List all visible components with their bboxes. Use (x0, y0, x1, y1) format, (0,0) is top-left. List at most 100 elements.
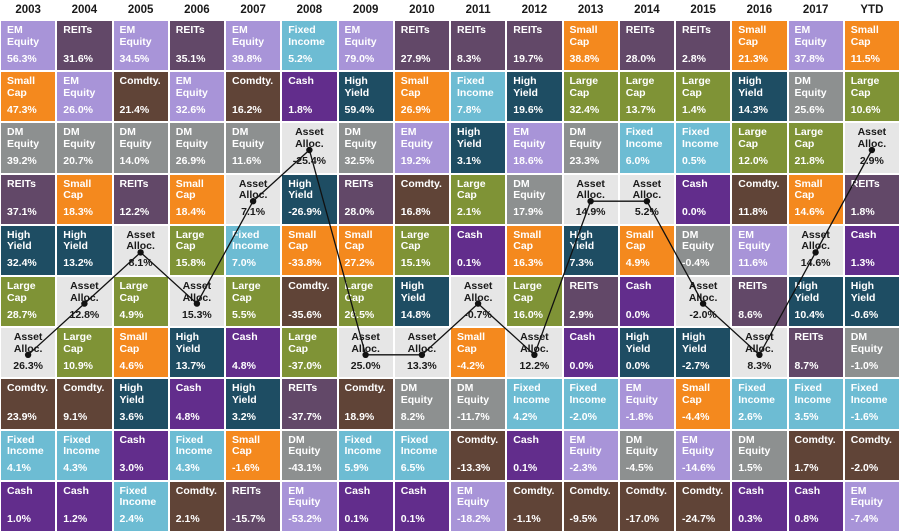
asset-cell: Large Cap 1.4% (676, 72, 731, 122)
asset-return: 1.4% (682, 103, 706, 116)
asset-return: 2.1% (175, 513, 200, 526)
asset-return: 4.2% (513, 411, 538, 424)
asset-name: Fixed Income (738, 382, 776, 406)
asset-return: 28.7% (7, 308, 37, 321)
asset-return: 12.0% (738, 155, 769, 168)
asset-return: -4.5% (625, 462, 654, 475)
asset-name: REITs (850, 177, 880, 190)
asset-cell: EM Equity 18.6% (507, 123, 562, 173)
asset-name: Asset Alloc. (351, 331, 380, 355)
asset-return: 32.6% (175, 103, 206, 116)
asset-return: 32.5% (344, 155, 375, 168)
asset-return: 7.1% (241, 206, 266, 219)
asset-cell: Small Cap 11.5% (844, 21, 899, 71)
asset-return: 16.8% (400, 206, 431, 219)
asset-cell: DM Equity -11.7% (451, 379, 506, 429)
asset-return: 23.9% (7, 411, 37, 424)
asset-cell: REITs 28.0% (338, 174, 393, 224)
asset-cell: Asset Alloc. 26.3% (1, 328, 56, 378)
asset-return: 14.3% (738, 103, 769, 116)
asset-cell: DM Equity -1.0% (844, 328, 899, 378)
asset-name: High Yield (175, 331, 201, 355)
asset-name: High Yield (850, 280, 876, 304)
asset-return: -2.0% (689, 308, 717, 321)
asset-name: EM Equity (850, 484, 883, 509)
asset-return: -9.5% (569, 513, 597, 526)
asset-return: 59.4% (344, 103, 375, 116)
asset-cell: Comdty. 16.2% (226, 72, 281, 122)
asset-cell: REITs 1.8% (844, 174, 899, 224)
asset-name: REITs (344, 177, 374, 190)
asset-name: Comdty. (119, 75, 161, 88)
asset-return: 12.8% (69, 308, 100, 321)
asset-return: 18.4% (175, 206, 206, 219)
asset-return: 0.1% (344, 513, 369, 526)
asset-name: Asset Alloc. (407, 331, 437, 355)
asset-name: Asset Alloc. (295, 126, 324, 150)
year-header: 2004 (71, 4, 98, 16)
asset-cell: REITs -37.7% (282, 379, 337, 429)
asset-cell: EM Equity 26.0% (57, 72, 112, 122)
asset-name: Small Cap (569, 24, 598, 48)
asset-name: Asset Alloc. (745, 331, 774, 355)
asset-name: REITs (625, 24, 655, 36)
asset-name: EM Equity (7, 24, 40, 48)
asset-return: 8.3% (457, 52, 481, 65)
asset-return: 3.6% (119, 411, 144, 424)
asset-return: -1.6% (850, 411, 879, 424)
asset-return: 2.6% (738, 411, 763, 424)
asset-name: REITs (63, 24, 93, 36)
asset-cell: DM Equity 25.6% (788, 72, 843, 122)
asset-cell: Comdty. 18.9% (338, 379, 393, 429)
asset-cell: Small Cap 26.9% (394, 72, 449, 122)
asset-name: Asset Alloc. (182, 280, 212, 304)
asset-return: -4.4% (682, 411, 710, 424)
asset-return: 19.2% (400, 155, 431, 168)
asset-cell: REITs 31.6% (57, 21, 112, 71)
asset-return: 13.7% (175, 359, 206, 372)
asset-cell: DM Equity 17.9% (507, 174, 562, 224)
asset-name: Small Cap (63, 177, 92, 202)
asset-name: EM Equity (457, 484, 490, 509)
asset-name: Comdty. (288, 280, 330, 292)
asset-cell: REITs 35.1% (169, 21, 224, 71)
asset-name: High Yield (513, 75, 538, 99)
asset-return: 2.9% (569, 308, 594, 321)
asset-cell: Fixed Income 6.0% (619, 123, 674, 173)
asset-name: High Yield (794, 280, 820, 304)
asset-return: 8.3% (747, 359, 772, 372)
asset-name: Fixed Income (232, 228, 269, 253)
asset-name: EM Equity (625, 382, 658, 406)
asset-cell: REITs 8.3% (451, 21, 506, 71)
asset-return: 1.8% (288, 103, 313, 116)
asset-cell: Comdty. 21.4% (113, 72, 168, 122)
asset-return: 5.9% (344, 462, 369, 475)
asset-name: DM Equity (738, 433, 771, 458)
asset-name: Small Cap (344, 228, 373, 253)
asset-name: High Yield (63, 228, 88, 253)
asset-name: Cash (175, 382, 202, 395)
asset-name: Large Cap (794, 126, 824, 150)
asset-cell: Asset Alloc. 8.3% (732, 328, 787, 378)
asset-name: Large Cap (850, 75, 880, 99)
asset-cell: High Yield 14.3% (732, 72, 787, 122)
asset-name: DM Equity (794, 75, 827, 99)
asset-name: Small Cap (513, 228, 542, 253)
asset-name: EM Equity (400, 126, 433, 150)
asset-name: REITs (119, 177, 149, 190)
asset-return: 4.8% (175, 411, 200, 424)
asset-name: Cash (850, 228, 877, 241)
asset-cell: Comdty. -9.5% (563, 481, 618, 531)
asset-name: DM Equity (344, 126, 377, 150)
asset-return: 19.7% (513, 52, 544, 65)
asset-return: 21.3% (738, 52, 769, 65)
asset-cell: Fixed Income 5.2% (282, 21, 337, 71)
asset-cell: REITs 37.1% (1, 174, 56, 224)
asset-name: Asset Alloc. (520, 331, 549, 355)
asset-name: DM Equity (7, 126, 40, 150)
asset-return: 0.1% (513, 462, 538, 475)
asset-name: DM Equity (232, 126, 265, 150)
asset-return: -2.3% (569, 462, 597, 475)
asset-name: Cash (513, 433, 539, 446)
asset-return: 1.5% (738, 462, 763, 475)
